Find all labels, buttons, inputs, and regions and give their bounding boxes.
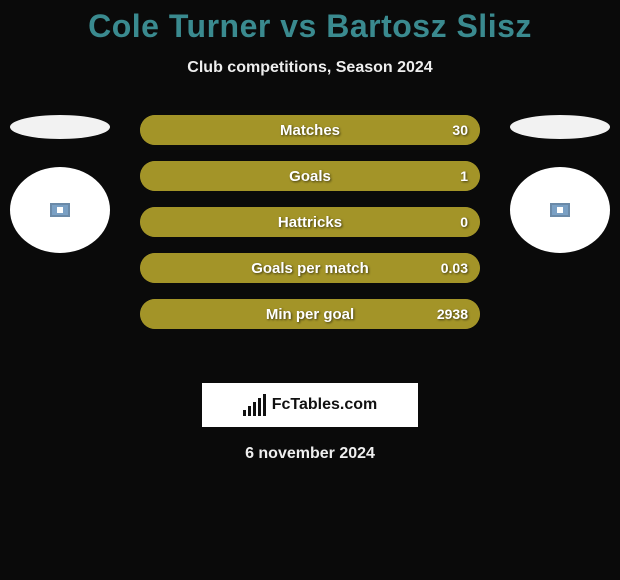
club-badge-icon (50, 203, 70, 217)
stat-fill-right (140, 161, 480, 191)
stat-fill-right (140, 115, 480, 145)
player-right-col (500, 115, 620, 253)
stat-row: Min per goal2938 (140, 299, 480, 329)
subtitle: Club competitions, Season 2024 (0, 59, 620, 77)
compare-area: Matches30 Goals1 Hattricks0 Goals per match… (0, 115, 620, 355)
stat-fill-right (140, 253, 480, 283)
player-right-badge (510, 167, 610, 253)
player-left-col (0, 115, 120, 253)
brand-box: FcTables.com (202, 383, 418, 427)
player-right-nameplate (510, 115, 610, 139)
stat-row: Matches30 (140, 115, 480, 145)
stat-fill-right (140, 207, 480, 237)
player-left-nameplate (10, 115, 110, 139)
stat-bars: Matches30 Goals1 Hattricks0 Goals per match… (140, 115, 480, 345)
club-badge-icon (550, 203, 570, 217)
stat-row: Goals1 (140, 161, 480, 191)
brand-chart-icon (243, 394, 266, 416)
date-label: 6 november 2024 (0, 445, 620, 463)
stat-fill-right (140, 299, 480, 329)
stat-row: Hattricks0 (140, 207, 480, 237)
brand-text: FcTables.com (272, 396, 378, 414)
page-title: Cole Turner vs Bartosz Slisz (0, 0, 620, 45)
player-left-badge (10, 167, 110, 253)
stat-row: Goals per match0.03 (140, 253, 480, 283)
